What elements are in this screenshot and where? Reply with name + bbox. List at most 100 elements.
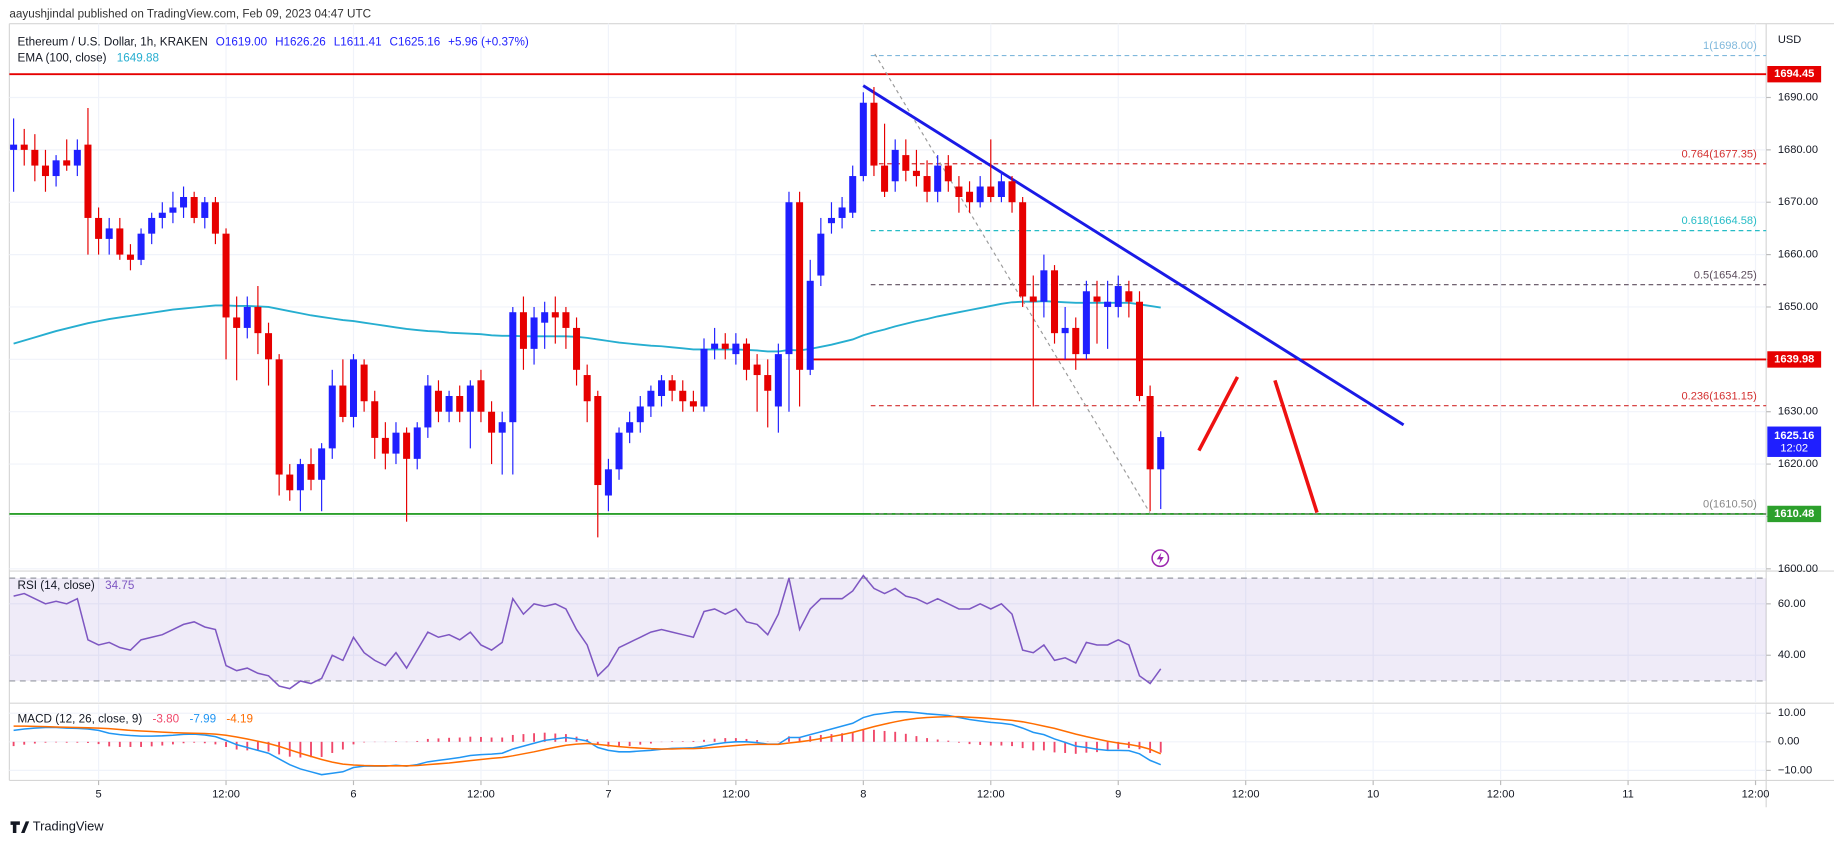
- fib-label: 1(1698.00): [1703, 40, 1757, 52]
- candle-body: [73, 149, 81, 166]
- candle-body: [1008, 181, 1016, 203]
- candle-body: [95, 217, 103, 239]
- plot-area: [9, 23, 1767, 786]
- fib-label: 0(1610.50): [1703, 498, 1757, 510]
- rsi-name: RSI (14, close): [18, 579, 95, 592]
- candle-body: [987, 186, 995, 197]
- x-tick-label: 12:00: [1487, 788, 1515, 800]
- series-line: [13, 300, 1161, 353]
- histogram-bar: [76, 741, 79, 743]
- candle-body: [392, 432, 400, 454]
- histogram-bar: [904, 733, 907, 742]
- histogram-bar: [225, 741, 227, 747]
- histogram-bar: [341, 741, 344, 750]
- candle-body: [626, 422, 634, 433]
- histogram-bar: [182, 741, 185, 744]
- histogram-bar: [448, 737, 451, 742]
- symbol-title: Ethereum / U.S. Dollar, 1h, KRAKEN: [18, 35, 208, 48]
- histogram-bar: [703, 739, 705, 742]
- candle-body: [488, 411, 496, 433]
- candle-body: [732, 343, 740, 355]
- candle-body: [169, 207, 177, 213]
- candle-body: [774, 354, 782, 407]
- histogram-bar: [681, 741, 684, 742]
- candle-body: [105, 228, 113, 239]
- histogram-bar: [33, 741, 36, 744]
- candle-body: [148, 217, 156, 234]
- arrow-up: [1197, 376, 1240, 452]
- candle-body: [1104, 301, 1112, 307]
- y-tick-label: −10.00: [1778, 764, 1812, 776]
- brand-name: TradingView: [33, 819, 104, 834]
- fib-label: 0.5(1654.25): [1694, 269, 1757, 281]
- candle-body: [764, 375, 772, 391]
- candle-body: [912, 170, 920, 177]
- x-tick-label: 12:00: [722, 788, 750, 800]
- histogram-bar: [150, 741, 153, 747]
- histogram-bar: [1106, 741, 1109, 751]
- candle-body: [785, 202, 793, 355]
- change: +5.96 (+0.37%): [448, 35, 529, 48]
- candle-body: [498, 422, 506, 433]
- histogram-bar: [437, 738, 440, 742]
- y-tick-label: 1600.00: [1778, 563, 1818, 575]
- candle-body: [711, 343, 719, 349]
- candle-body: [349, 359, 358, 417]
- histogram-bar: [596, 741, 599, 745]
- histogram-bar: [1011, 741, 1013, 747]
- candle-body: [254, 306, 262, 334]
- candle-body: [1093, 296, 1101, 302]
- histogram-bar: [543, 732, 546, 742]
- y-tick-label: 40.00: [1778, 649, 1806, 661]
- candle-body: [615, 432, 623, 470]
- publisher: aayushjindal published on TradingView.co…: [9, 7, 371, 20]
- x-tick-label: 6: [350, 788, 356, 800]
- candle-body: [870, 102, 878, 166]
- histogram-bar: [894, 731, 897, 742]
- candle-body: [668, 380, 676, 391]
- histogram-bar: [841, 733, 844, 742]
- candle-body: [286, 474, 294, 491]
- x-tick-label: 11: [1622, 788, 1634, 800]
- y-tick-label: 1660.00: [1778, 249, 1818, 261]
- candle-body: [530, 317, 538, 349]
- candle-body: [806, 280, 814, 370]
- ema-legend: EMA (100, close) 1649.88: [18, 52, 160, 65]
- candle-body: [573, 327, 581, 370]
- candle-body: [233, 317, 241, 328]
- candle-body: [413, 427, 421, 459]
- candle-body: [891, 149, 899, 182]
- histogram-bar: [522, 734, 525, 742]
- series-line: [13, 715, 1162, 767]
- histogram-bar: [310, 741, 312, 758]
- candle-body: [190, 196, 198, 218]
- histogram-bar: [171, 741, 174, 745]
- candle-body: [881, 165, 889, 192]
- histogram-bar: [490, 737, 493, 742]
- price-tag: [1767, 426, 1822, 457]
- candle-body: [360, 364, 368, 402]
- candle-body: [796, 202, 804, 370]
- candle-body: [52, 160, 60, 177]
- candle-body: [519, 312, 527, 349]
- level-tag: [1767, 505, 1822, 523]
- histogram-bar: [352, 741, 355, 745]
- histogram-bar: [235, 741, 238, 750]
- currency: USD: [1778, 34, 1801, 46]
- histogram-bar: [936, 739, 939, 742]
- candle-body: [339, 385, 347, 417]
- histogram-bar: [416, 740, 419, 742]
- histogram-bar: [256, 741, 259, 751]
- x-tick-label: 12:00: [977, 788, 1005, 800]
- histogram-bar: [426, 738, 429, 742]
- histogram-bar: [989, 741, 992, 746]
- histogram-bar: [458, 737, 461, 742]
- histogram-bar: [1074, 741, 1077, 754]
- histogram-bar: [331, 741, 334, 753]
- candle-body: [456, 396, 464, 412]
- candle-body: [201, 202, 209, 218]
- histogram-bar: [830, 734, 833, 742]
- level-tag-label: 1639.98: [1774, 353, 1814, 365]
